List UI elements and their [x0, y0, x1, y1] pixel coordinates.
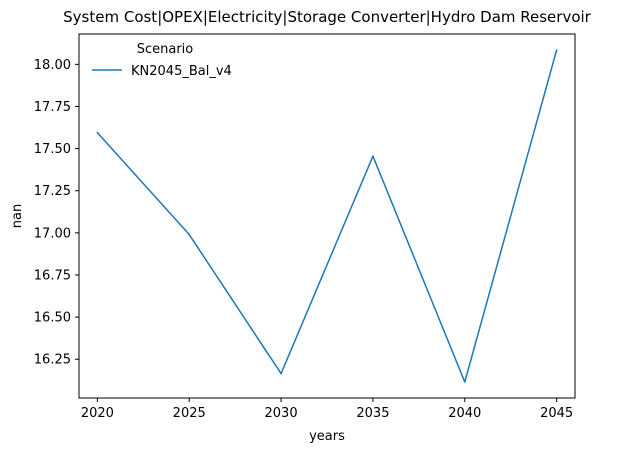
- y-tick-label: 17.25: [34, 184, 71, 199]
- y-tick-label: 17.50: [34, 142, 71, 157]
- data-point: [372, 155, 374, 157]
- y-tick-label: 16.25: [34, 353, 71, 368]
- x-tick-label: 2040: [448, 406, 481, 421]
- plot-area: 2020 2025 2030 2035 2040 2045 16.25 16.50 16.75…: [34, 33, 576, 421]
- x-tick-label: 2020: [81, 406, 114, 421]
- y-axis: 16.25 16.50 16.75 17.00 17.25 17.50 17.75 18.00: [34, 58, 79, 368]
- series-layer: [96, 49, 558, 383]
- plot-frame: [78, 33, 576, 399]
- legend-title: Scenario: [137, 42, 194, 57]
- x-axis: 2020 2025 2030 2035 2040 2045: [81, 398, 573, 421]
- chart-title: System Cost|OPEX|Electricity|Storage Con…: [63, 8, 592, 26]
- legend: Scenario KN2045_Bal_v4: [92, 42, 232, 79]
- data-point: [188, 233, 191, 236]
- x-tick-label: 2045: [540, 406, 573, 421]
- y-tick-label: 17.75: [34, 100, 71, 115]
- y-tick-label: 16.75: [34, 268, 71, 283]
- x-tick-label: 2030: [265, 406, 298, 421]
- data-point: [280, 372, 282, 375]
- y-tick-label: 17.00: [34, 226, 71, 241]
- data-point: [463, 381, 466, 383]
- y-axis-label: nan: [10, 204, 25, 228]
- y-tick-label: 16.50: [34, 311, 71, 326]
- x-tick-label: 2025: [173, 406, 206, 421]
- data-point: [96, 131, 99, 134]
- x-axis-label: years: [309, 429, 345, 444]
- data-point: [555, 49, 558, 51]
- series-line-0: [96, 49, 558, 383]
- x-tick-label: 2035: [356, 406, 389, 421]
- legend-label: KN2045_Bal_v4: [131, 64, 232, 79]
- y-tick-label: 18.00: [34, 58, 71, 73]
